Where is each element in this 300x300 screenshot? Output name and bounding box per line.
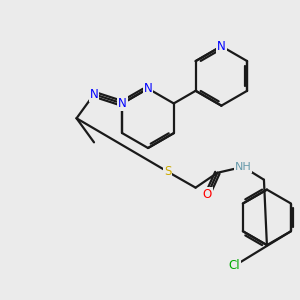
Text: NH: NH xyxy=(235,162,251,172)
Text: Cl: Cl xyxy=(228,260,240,272)
Text: N: N xyxy=(90,88,98,101)
Text: N: N xyxy=(217,40,226,53)
Text: N: N xyxy=(144,82,152,95)
Text: O: O xyxy=(203,188,212,201)
Text: N: N xyxy=(118,97,127,110)
Text: S: S xyxy=(164,165,172,178)
